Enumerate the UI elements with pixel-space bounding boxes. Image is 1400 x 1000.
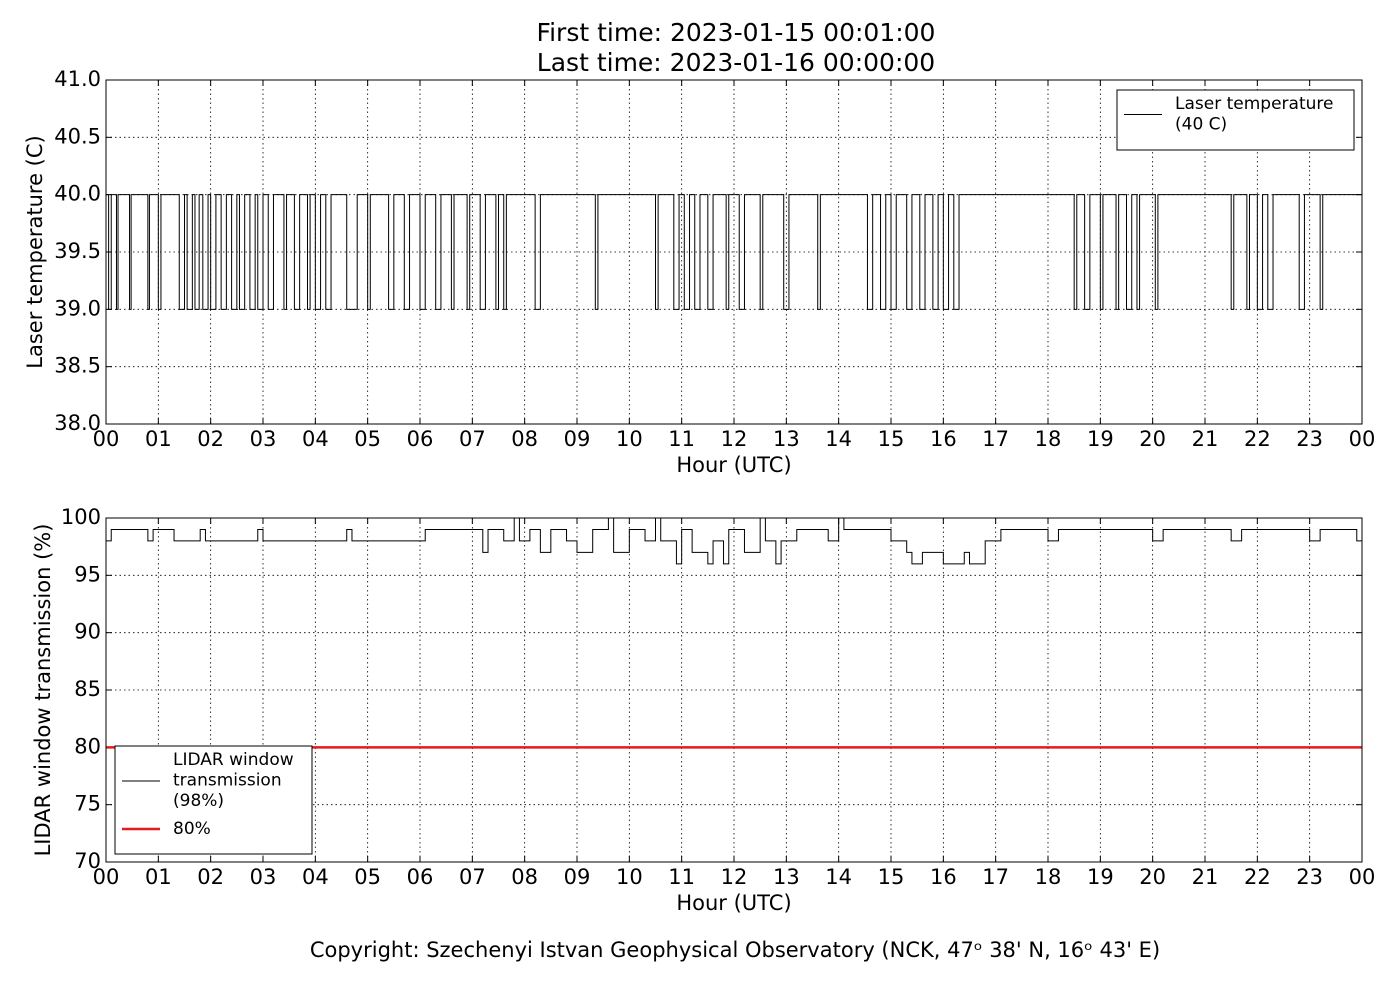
x-tick-label: 07 <box>459 865 486 889</box>
x-tick-label: 14 <box>825 427 852 451</box>
x-tick-label: 19 <box>1087 865 1114 889</box>
x-tick-label: 11 <box>668 427 695 451</box>
y-tick-label: 100 <box>61 505 101 529</box>
y-tick-label: 75 <box>74 792 101 816</box>
x-tick-label: 16 <box>930 427 957 451</box>
x-tick-label: 16 <box>930 865 957 889</box>
x-tick-label: 22 <box>1244 865 1271 889</box>
title-line: Last time: 2023-01-16 00:00:00 <box>537 48 935 77</box>
x-tick-label: 12 <box>721 427 748 451</box>
y-tick-label: 38.0 <box>54 411 101 435</box>
y-axis-label: Laser temperature (C) <box>23 135 47 368</box>
x-tick-label: 21 <box>1192 865 1219 889</box>
x-tick-label: 10 <box>616 427 643 451</box>
y-tick-label: 95 <box>74 562 101 586</box>
x-tick-label: 09 <box>564 865 591 889</box>
y-tick-label: 90 <box>74 620 101 644</box>
x-tick-label: 07 <box>459 427 486 451</box>
x-tick-label: 15 <box>878 865 905 889</box>
x-tick-label: 21 <box>1192 427 1219 451</box>
x-tick-label: 01 <box>145 865 172 889</box>
x-tick-label: 06 <box>407 427 434 451</box>
y-tick-label: 39.5 <box>54 239 101 263</box>
x-tick-label: 09 <box>564 427 591 451</box>
x-tick-label: 00 <box>93 427 120 451</box>
x-tick-label: 03 <box>250 427 277 451</box>
legend-label: 80% <box>173 819 211 839</box>
x-tick-label: 02 <box>197 427 224 451</box>
x-tick-label: 01 <box>145 427 172 451</box>
x-tick-label: 20 <box>1139 427 1166 451</box>
data-line <box>106 517 1362 565</box>
x-tick-label: 12 <box>721 865 748 889</box>
x-tick-label: 22 <box>1244 427 1271 451</box>
y-tick-label: 70 <box>74 849 101 873</box>
plot-frame <box>105 517 1363 863</box>
x-tick-label: 10 <box>616 865 643 889</box>
y-tick-label: 40.0 <box>54 182 101 206</box>
x-tick-label: 23 <box>1296 865 1323 889</box>
legend-label: Laser temperature (40 C) <box>1175 94 1333 134</box>
x-tick-label: 08 <box>511 427 538 451</box>
y-tick-label: 40.5 <box>54 124 101 148</box>
x-tick-label: 06 <box>407 865 434 889</box>
x-tick-label: 17 <box>982 865 1009 889</box>
x-tick-label: 00 <box>1349 865 1376 889</box>
y-axis-label: LIDAR window transmission (%) <box>31 524 55 857</box>
x-tick-label: 14 <box>825 865 852 889</box>
x-tick-label: 23 <box>1296 427 1323 451</box>
legend-box <box>114 745 313 855</box>
title-line: First time: 2023-01-15 00:01:00 <box>537 18 936 47</box>
data-line <box>106 194 1362 310</box>
x-tick-label: 18 <box>1035 427 1062 451</box>
y-tick-label: 39.0 <box>54 296 101 320</box>
x-tick-label: 03 <box>250 865 277 889</box>
x-tick-label: 20 <box>1139 865 1166 889</box>
plot-frame <box>105 79 1363 425</box>
x-tick-label: 17 <box>982 427 1009 451</box>
x-tick-label: 13 <box>773 865 800 889</box>
y-tick-label: 80 <box>74 734 101 758</box>
x-tick-label: 05 <box>354 427 381 451</box>
y-tick-label: 85 <box>74 677 101 701</box>
x-tick-label: 08 <box>511 865 538 889</box>
x-tick-label: 00 <box>1349 427 1376 451</box>
plot: 70 75 80 85 90 95 100 00 01 02 03 04 05 06 07 08 09 10 11 1… <box>31 505 1375 915</box>
plot: 38.0 38.5 39.0 39.5 40.0 40.5 41.0 00 01 02 03 04 05… <box>23 67 1375 477</box>
x-tick-label: 04 <box>302 427 329 451</box>
x-axis-label: Hour (UTC) <box>676 891 791 915</box>
footer: Copyright: Szechenyi Istvan Geophysical … <box>310 938 1160 962</box>
x-tick-label: 15 <box>878 427 905 451</box>
x-tick-label: 11 <box>668 865 695 889</box>
x-tick-label: 04 <box>302 865 329 889</box>
x-tick-label: 19 <box>1087 427 1114 451</box>
legend-box <box>1116 89 1355 151</box>
x-tick-label: 02 <box>197 865 224 889</box>
x-axis-label: Hour (UTC) <box>676 453 791 477</box>
y-tick-label: 41.0 <box>54 67 101 91</box>
x-tick-label: 05 <box>354 865 381 889</box>
x-tick-label: 18 <box>1035 865 1062 889</box>
x-tick-label: 13 <box>773 427 800 451</box>
y-tick-label: 38.5 <box>54 354 101 378</box>
x-tick-label: 00 <box>93 865 120 889</box>
legend-label: LIDAR window transmission (98%) <box>173 750 294 811</box>
